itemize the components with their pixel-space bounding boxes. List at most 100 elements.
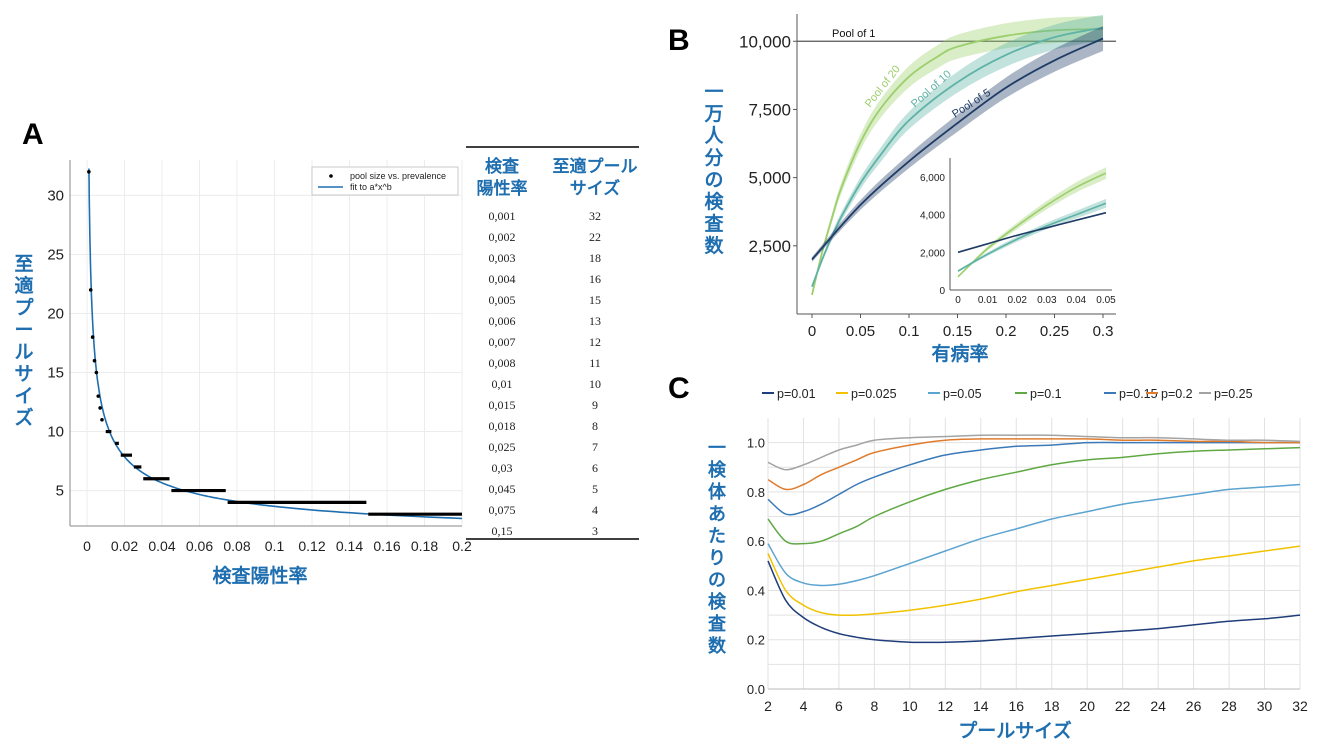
panel-a-x-axis-label: 検査陽性率 xyxy=(212,564,307,587)
y-axis-label-char: 至 xyxy=(14,253,33,275)
data-point xyxy=(88,288,93,292)
panel-b-x-axis-label: 有病率 xyxy=(931,342,988,365)
inset-x-tick-label: 0.02 xyxy=(1007,295,1027,306)
y-tick-label: 10,000 xyxy=(739,32,791,51)
x-tick-label: 10 xyxy=(902,698,918,714)
panel-c-legend: p=0.01 p=0.025 p=0.05 p=0.1 p=0.15 p=0.2 p=0.2… xyxy=(762,387,1253,401)
table-cell-pool-size: 9 xyxy=(592,398,598,412)
table-cell-prevalence: 0,075 xyxy=(489,503,516,517)
y-tick-label: 0.8 xyxy=(747,485,765,500)
y-axis-label-char: イ xyxy=(14,385,33,407)
table-cell-pool-size: 8 xyxy=(592,419,598,433)
table-cell-pool-size: 4 xyxy=(592,503,598,517)
table-cell-pool-size: 6 xyxy=(592,461,598,475)
y-axis-label-char: 査 xyxy=(708,613,726,635)
x-tick-label: 0.2 xyxy=(996,323,1017,340)
panel-c-x-axis-label: プールサイズ xyxy=(958,719,1071,742)
data-point xyxy=(92,358,97,363)
x-tick-label: 0.18 xyxy=(411,538,438,554)
table-cell-prevalence: 0,015 xyxy=(489,398,516,412)
table-header: 陽性率 xyxy=(477,178,528,199)
table-cell-prevalence: 0,001 xyxy=(489,209,516,223)
data-point xyxy=(98,406,102,410)
y-axis-label-char: 分 xyxy=(704,147,723,169)
panel-c-chart: p=0.01 p=0.025 p=0.05 p=0.1 p=0.15 p=0.2 p=0.2… xyxy=(708,387,1308,742)
legend-label: p=0.025 xyxy=(851,387,897,401)
x-tick-label: 0 xyxy=(83,538,91,554)
table-cell-prevalence: 0,025 xyxy=(489,440,516,454)
inset-x-tick-label: 0.03 xyxy=(1037,295,1057,306)
table-cell-pool-size: 12 xyxy=(589,335,601,349)
data-point xyxy=(87,170,91,174)
series-line xyxy=(767,545,1301,617)
y-axis-label-char: 査 xyxy=(703,212,724,235)
panel-b-inset-chart: 0 0.01 0.02 0.03 0.04 0.05 0 2,000 4,000 6,000 xyxy=(920,158,1116,306)
panel-b-chart: 0 0.05 0.1 0.15 0.2 0.25 0.3 2,500 5,000 7,500 10,… xyxy=(703,14,1116,365)
panel-a-chart: 0 0.02 0.04 0.06 0.08 0.1 0.12 0.14 0.16 0.18 0.2 5… xyxy=(14,160,472,587)
y-axis-label-char: の xyxy=(704,169,723,191)
y-tick-label: 0.2 xyxy=(747,633,765,648)
x-tick-label: 0.1 xyxy=(899,323,920,340)
x-tick-label: 0.14 xyxy=(336,538,363,554)
series-line xyxy=(767,560,1301,644)
series-label: Pool of 1 xyxy=(832,28,875,40)
table-cell-prevalence: 0,01 xyxy=(492,377,513,391)
table-header: 検査 xyxy=(485,156,520,177)
table-cell-pool-size: 15 xyxy=(589,293,601,307)
table-cell-pool-size: 16 xyxy=(589,272,601,286)
panel-b-label: B xyxy=(668,24,690,57)
y-axis-label-char: 一 xyxy=(708,438,726,459)
legend-label: p=0.05 xyxy=(943,387,982,401)
inset-x-tick-label: 0.04 xyxy=(1067,295,1087,306)
panel-a-plot-area xyxy=(70,160,462,526)
inset-series-band xyxy=(958,167,1106,278)
x-tick-label: 20 xyxy=(1079,698,1095,714)
series-line xyxy=(811,26,1104,288)
inset-series-line xyxy=(957,211,1107,254)
table-cell-pool-size: 22 xyxy=(589,230,601,244)
y-tick-label: 7,500 xyxy=(748,100,791,119)
series-band xyxy=(812,14,1103,289)
legend-label-points: pool size vs. prevalence xyxy=(350,171,446,181)
table-header: サイズ xyxy=(570,178,621,199)
legend-marker-points xyxy=(329,174,333,178)
y-axis-label-char: 人 xyxy=(704,125,724,147)
table-cell-prevalence: 0,03 xyxy=(492,461,513,475)
inset-y-tick-label: 2,000 xyxy=(920,248,945,259)
series-line xyxy=(767,434,1301,471)
y-tick-label: 5,000 xyxy=(748,169,791,188)
y-axis-label-char: の xyxy=(708,570,726,591)
x-tick-label: 22 xyxy=(1115,698,1131,714)
inset-series-band xyxy=(958,198,1106,273)
y-tick-label: 10 xyxy=(47,424,64,441)
legend-label: p=0.15 xyxy=(1119,387,1158,401)
x-tick-label: 0.05 xyxy=(846,323,875,340)
legend-label-fit: fit to a*x^b xyxy=(350,182,392,192)
x-tick-label: 16 xyxy=(1008,698,1024,714)
y-axis-label-char: 一 xyxy=(704,81,723,103)
x-tick-label: 8 xyxy=(871,698,879,714)
y-tick-label: 2,500 xyxy=(748,237,791,256)
inset-y-tick-label: 6,000 xyxy=(920,173,945,184)
y-axis-label-char: 適 xyxy=(14,274,33,297)
y-tick-label: 0.6 xyxy=(747,534,765,549)
table-cell-prevalence: 0,15 xyxy=(492,524,513,538)
table-cell-prevalence: 0,008 xyxy=(489,356,516,370)
series-line xyxy=(767,446,1301,545)
series-line xyxy=(767,441,1300,516)
x-tick-label: 0.16 xyxy=(373,538,400,554)
x-tick-label: 0.3 xyxy=(1093,323,1114,340)
table-cell-pool-size: 11 xyxy=(589,356,601,370)
x-tick-label: 30 xyxy=(1257,698,1273,714)
y-axis-label-char: ズ xyxy=(14,406,33,429)
x-tick-label: 6 xyxy=(835,698,843,714)
y-axis-label-char: 万 xyxy=(703,103,723,125)
x-tick-label: 28 xyxy=(1221,698,1237,714)
x-tick-label: 0.08 xyxy=(223,538,250,554)
series-band xyxy=(812,26,1103,262)
table-cell-pool-size: 10 xyxy=(589,377,601,391)
table-cell-prevalence: 0,045 xyxy=(489,482,516,496)
